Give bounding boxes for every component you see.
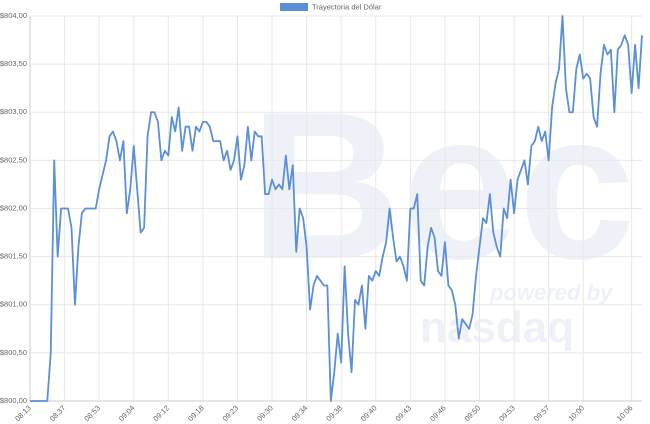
data-line: [30, 15, 643, 402]
y-tick-label: $801,00: [0, 300, 27, 309]
x-tick-label: 08:13: [13, 403, 33, 423]
x-tick-label: 08:37: [48, 403, 68, 423]
watermark-brand: nasdaq: [420, 303, 574, 352]
legend-swatch: [280, 3, 308, 11]
x-tick-label: 10:00: [566, 403, 586, 423]
y-tick-label: $801,50: [0, 252, 27, 261]
y-tick-label: $802,50: [0, 155, 27, 164]
x-tick-label: 09:23: [221, 403, 241, 423]
x-tick-label: 09:53: [497, 403, 517, 423]
x-tick-label: 10:06: [615, 403, 635, 423]
x-tick-label: 09:38: [324, 403, 344, 423]
x-tick-label: 09:04: [117, 403, 137, 423]
x-tick-label: 09:40: [359, 403, 379, 423]
y-tick-label: $800,50: [0, 348, 27, 357]
x-tick-label: 09:46: [428, 403, 448, 423]
watermark-tagline: powered by: [489, 280, 614, 305]
x-tick-label: 09:57: [532, 403, 552, 423]
x-tick-label: 08:53: [82, 403, 102, 423]
y-tick-label: $804,00: [0, 11, 27, 20]
y-tick-label: $803,00: [0, 107, 27, 116]
y-tick-label: $802,00: [0, 203, 27, 212]
x-tick-label: 09:34: [290, 403, 310, 423]
y-tick-label: $803,50: [0, 59, 27, 68]
x-tick-label: 09:43: [394, 403, 414, 423]
x-tick-label: 09:12: [151, 403, 171, 423]
x-tick-label: 09:18: [186, 403, 206, 423]
x-tick-label: 09:50: [463, 403, 483, 423]
x-tick-label: 09:30: [255, 403, 275, 423]
y-tick-label: $800,00: [0, 396, 27, 405]
legend-label: Trayectoria del Dólar: [312, 2, 382, 11]
